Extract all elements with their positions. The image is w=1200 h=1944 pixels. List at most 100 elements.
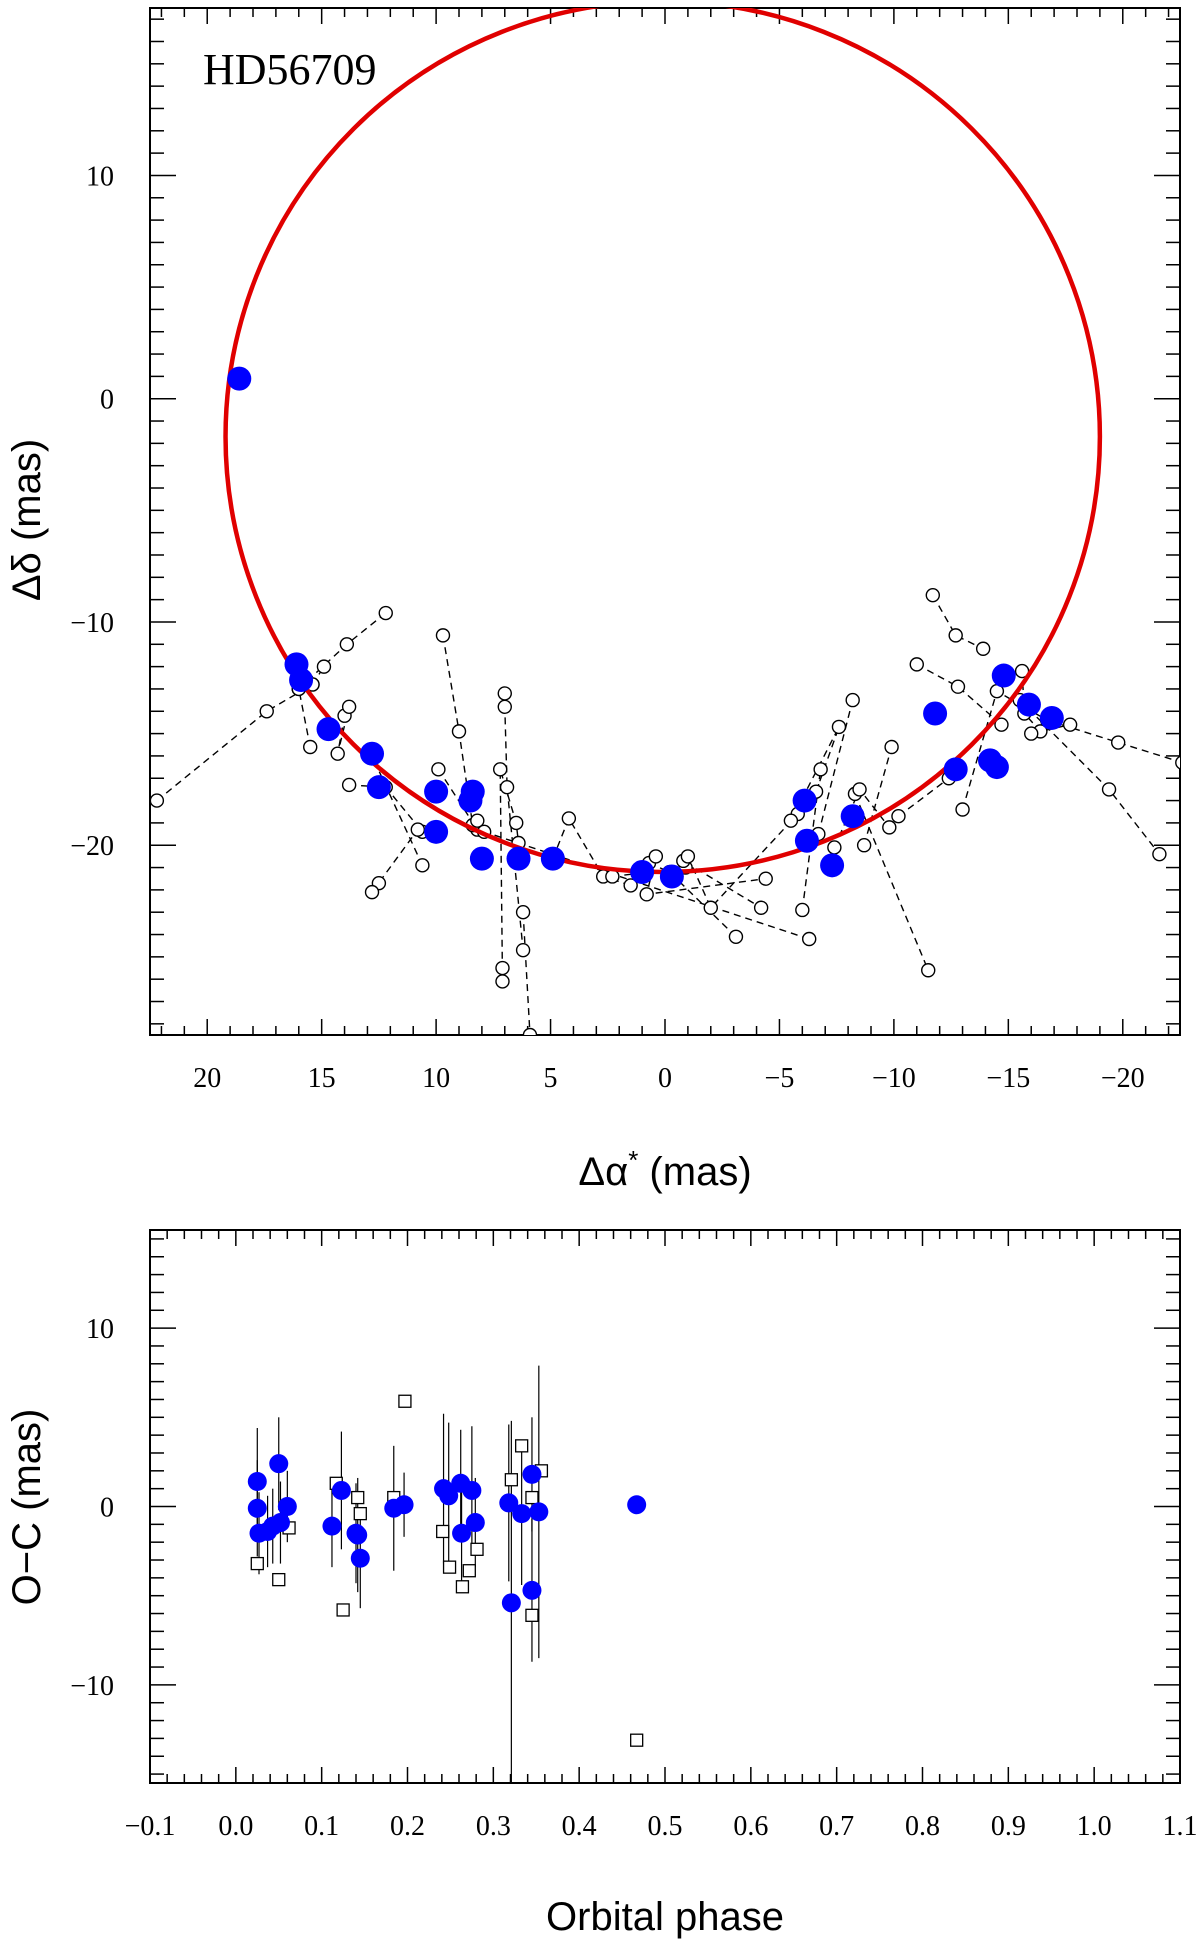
x-tick-label: 0.4	[562, 1811, 597, 1842]
scan-open-circle	[497, 699, 512, 715]
fitted-position-point	[984, 755, 1009, 780]
fitted-position-point	[792, 788, 817, 813]
residual-point	[522, 1580, 542, 1600]
y-tick-label: 0	[100, 1493, 114, 1524]
scan-open-circle	[509, 815, 524, 831]
x-tick-label: 0.1	[304, 1811, 339, 1842]
scan-dashed-line	[648, 862, 737, 938]
scan-open-circle	[561, 811, 577, 826]
fitted-position-point	[360, 741, 385, 766]
residual-point	[394, 1495, 414, 1515]
scan-residual-square	[353, 1506, 367, 1521]
scan-open-circle	[410, 822, 425, 837]
orbit-tick-labels: 20 15 10 5 0 −5 −10 −15 −20 10 0 −10 −20	[70, 161, 1144, 1094]
scan-open-circle	[884, 739, 899, 755]
fitted-position-point	[540, 846, 565, 871]
star-name-label: HD56709	[203, 45, 377, 94]
scan-open-circle	[1101, 782, 1117, 797]
fitted-position-point	[424, 819, 449, 844]
x-tick-label: 0.3	[476, 1811, 511, 1842]
scan-open-circle	[948, 628, 963, 643]
scan-open-circle	[1152, 846, 1167, 862]
fitted-position-point	[289, 668, 314, 693]
scan-open-circle	[378, 605, 393, 621]
scan-residual-square	[630, 1733, 644, 1747]
x-tick-label: 0.6	[733, 1811, 768, 1842]
x-tick-label: 5	[544, 1063, 558, 1094]
scan-open-circle	[925, 587, 940, 603]
scan-residual-square	[525, 1490, 539, 1505]
scan-dashed-line	[298, 688, 311, 748]
fitted-position-point	[820, 853, 845, 878]
scan-dashed-line	[1021, 671, 1071, 733]
residuals-tick-labels: −0.1 0.0 0.1 0.2 0.3 0.4 0.5 0.6 0.7 0.8 0.9 1.0 1.1…	[70, 1314, 1197, 1842]
scan-dashed-line	[854, 793, 929, 971]
x-tick-label: 20	[193, 1063, 221, 1094]
scan-open-circle	[415, 858, 430, 873]
scan-open-circle	[783, 813, 799, 828]
scan-open-circle	[451, 724, 467, 739]
scan-open-circle	[891, 809, 906, 824]
scan-open-circle	[515, 942, 531, 958]
y-tick-label: −10	[70, 608, 114, 639]
scan-open-circle	[680, 849, 696, 864]
scan-open-circle	[1110, 735, 1126, 750]
scan-open-circle	[856, 838, 872, 853]
orbit-ellipse	[223, 8, 1103, 875]
residual-point	[348, 1525, 368, 1545]
scan-open-circle	[499, 779, 515, 795]
scan-residual-square	[351, 1490, 365, 1505]
x-tick-label: 0.8	[905, 1811, 940, 1842]
scan-open-circle	[950, 679, 966, 694]
scan-dashed-line	[522, 912, 531, 1035]
orbit-x-axis-title: Δα* (mas)	[578, 1145, 751, 1194]
scan-residual-square	[436, 1524, 450, 1539]
scan-open-circle	[431, 762, 446, 777]
residual-point	[465, 1513, 485, 1533]
scan-dashed-line	[863, 746, 893, 846]
y-tick-label: 0	[100, 385, 114, 416]
residuals-x-axis-title: Orbital phase	[546, 1895, 784, 1939]
scan-open-circle	[493, 762, 508, 777]
scan-open-circle	[150, 793, 165, 808]
scan-open-circle	[303, 739, 318, 755]
residual-point	[350, 1548, 370, 1568]
x-tick-label: 15	[308, 1063, 336, 1094]
scan-open-circle	[1062, 717, 1078, 732]
scan-residual-square	[515, 1439, 529, 1453]
scan-open-circle	[341, 777, 357, 793]
orbit-y-axis-title: Δδ (mas)	[5, 439, 49, 601]
scan-dashed-line	[156, 683, 313, 802]
scan-open-circle	[495, 974, 510, 989]
scan-residual-square	[336, 1603, 350, 1617]
scan-open-circle	[339, 637, 355, 652]
scan-open-circle	[316, 659, 332, 674]
residual-point	[627, 1495, 647, 1515]
residual-point	[322, 1516, 342, 1536]
scan-open-circle	[623, 878, 638, 893]
residual-point	[247, 1472, 267, 1492]
scan-residual-square	[250, 1556, 264, 1571]
y-tick-label: 10	[86, 1314, 114, 1345]
orbit-panel: 20 15 10 5 0 −5 −10 −15 −20 10 0 −10 −20 HD56709 Δα*…	[5, 7, 1181, 1194]
orbit-data	[150, 8, 1180, 1035]
scan-dashed-line	[898, 777, 950, 817]
scan-residual-square	[272, 1572, 286, 1587]
x-tick-label: 0.5	[648, 1811, 683, 1842]
scan-open-circle	[994, 717, 1009, 732]
x-tick-label: 10	[422, 1063, 450, 1094]
scan-open-circle	[831, 719, 847, 735]
orbit-ticks	[150, 8, 1180, 1035]
fitted-position-point	[366, 775, 391, 800]
x-tick-label: 1.1	[1163, 1811, 1198, 1842]
x-tick-label: −15	[986, 1063, 1030, 1094]
scan-open-circle	[921, 963, 936, 978]
fitted-position-point	[458, 788, 483, 813]
scan-open-circle	[515, 905, 531, 920]
scan-open-circle	[341, 699, 357, 715]
x-tick-label: 1.0	[1077, 1811, 1112, 1842]
residual-point	[512, 1504, 532, 1524]
scan-residual-square	[504, 1473, 519, 1487]
x-tick-label: 0.0	[218, 1811, 253, 1842]
